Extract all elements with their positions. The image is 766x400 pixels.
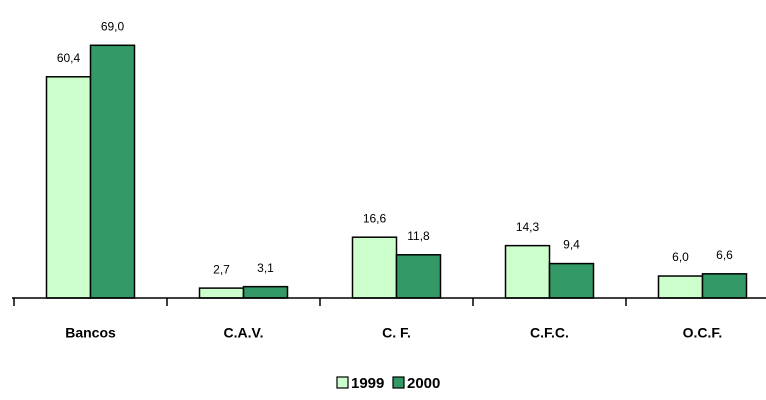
- data-label: 6,0: [672, 250, 689, 264]
- data-label: 16,6: [363, 211, 387, 225]
- bar: [701, 273, 748, 299]
- x-tick-label: C.A.V.: [224, 325, 264, 341]
- legend-swatch: [336, 376, 349, 389]
- data-label: 69,0: [101, 19, 125, 33]
- bar: [198, 287, 245, 299]
- x-tick-label: C. F.: [382, 325, 411, 341]
- bar: [351, 236, 398, 299]
- x-tick-label: Bancos: [65, 325, 116, 341]
- data-label: 2,7: [213, 262, 230, 276]
- data-label: 9,4: [563, 238, 580, 252]
- bar: [45, 76, 92, 299]
- x-tick-label: O.C.F.: [683, 325, 723, 341]
- data-label: 60,4: [57, 51, 81, 65]
- legend-label: 2000: [407, 375, 440, 392]
- data-label: 14,3: [516, 220, 540, 234]
- legend-swatch: [392, 376, 405, 389]
- bar: [504, 244, 551, 299]
- data-label: 11,8: [407, 229, 430, 243]
- bar: [242, 285, 289, 299]
- bar: [548, 262, 595, 299]
- data-label: 6,6: [716, 248, 733, 262]
- legend-label: 1999: [351, 375, 384, 392]
- bar: [395, 254, 442, 299]
- bar: [89, 44, 136, 299]
- data-label: 3,1: [257, 261, 274, 275]
- x-tick-label: C.F.C.: [530, 325, 569, 341]
- bar: [657, 275, 704, 299]
